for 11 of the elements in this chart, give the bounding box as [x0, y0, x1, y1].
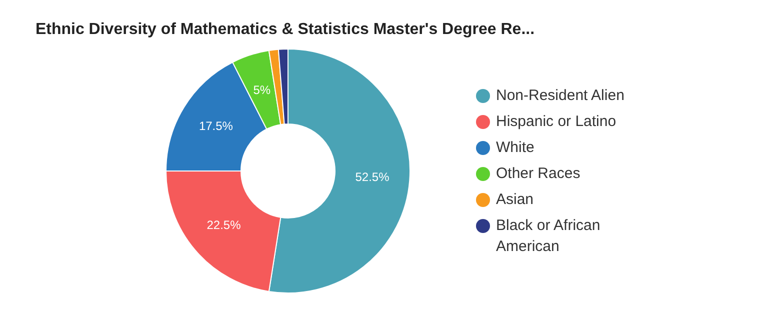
- legend-label: Other Races: [496, 164, 580, 182]
- chart-title: Ethnic Diversity of Mathematics & Statistics Master's Degree Re...: [35, 21, 535, 38]
- data-label: 5%: [253, 82, 271, 97]
- legend-label: Hispanic or Latino: [496, 112, 616, 130]
- data-label: 22.5%: [206, 218, 242, 232]
- legend-label: Asian: [496, 190, 534, 208]
- data-label: 17.5%: [198, 119, 234, 134]
- legend-label: White: [496, 138, 534, 156]
- legend-label: Non-Resident Alien: [496, 86, 624, 104]
- data-label: 52.5%: [355, 170, 390, 184]
- legend-label: Black or African American: [496, 216, 600, 255]
